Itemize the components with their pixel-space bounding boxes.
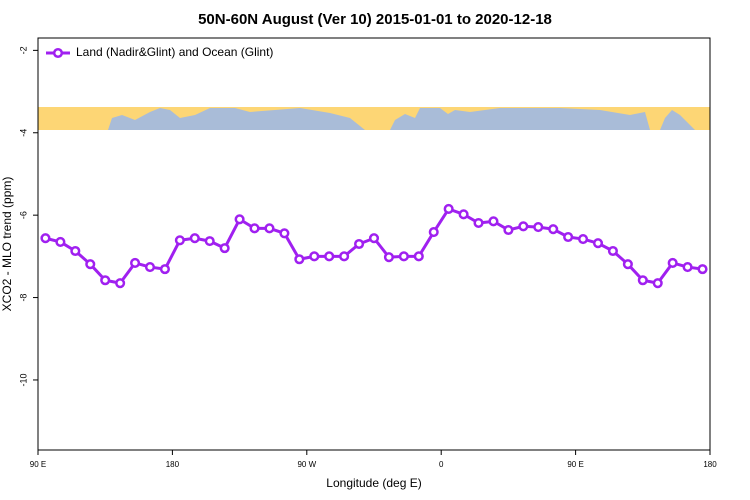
data-point <box>55 236 66 247</box>
map-strip <box>38 107 710 130</box>
data-point <box>368 233 380 244</box>
data-point <box>159 264 170 275</box>
data-point <box>85 259 96 270</box>
data-point <box>428 227 439 238</box>
data-point <box>592 238 604 249</box>
x-tick-label: 90 W <box>297 460 316 469</box>
data-point <box>294 254 305 265</box>
data-point <box>533 222 544 233</box>
data-point <box>40 233 51 244</box>
data-point <box>503 224 514 236</box>
data-point <box>488 216 499 227</box>
data-point <box>174 235 185 246</box>
x-tick-label: 180 <box>166 460 180 469</box>
data-point <box>309 251 320 262</box>
plot-frame <box>37 37 711 451</box>
x-axis-label: Longitude (deg E) <box>326 476 421 490</box>
data-point <box>115 278 126 289</box>
data-point <box>383 252 394 263</box>
data-point <box>324 251 335 262</box>
legend-label: Land (Nadir&Glint) and Ocean (Glint) <box>76 45 273 59</box>
data-point <box>130 257 141 269</box>
data-point <box>413 251 424 262</box>
data-point <box>458 209 469 220</box>
data-point <box>578 234 589 245</box>
data-point <box>264 223 275 234</box>
data-point <box>279 228 290 239</box>
data-point <box>607 245 618 257</box>
data-point <box>339 251 350 262</box>
data-point <box>622 259 633 270</box>
y-tick-label: -4 <box>18 129 28 137</box>
y-tick-label: -2 <box>18 46 28 54</box>
data-point <box>70 245 81 257</box>
x-tick-label: 90 E <box>567 460 583 469</box>
data-point <box>204 236 215 247</box>
data-point <box>548 224 559 235</box>
data-point <box>697 264 708 275</box>
data-point <box>443 203 454 215</box>
y-axis-label: XCO2 - MLO trend (ppm) <box>0 177 14 312</box>
data-point <box>652 278 663 289</box>
data-point <box>100 275 111 286</box>
legend-marker <box>52 47 64 59</box>
data-point <box>682 262 693 273</box>
data-point <box>563 231 574 243</box>
y-tick-label: -8 <box>18 294 28 302</box>
data-point <box>637 275 648 286</box>
data-point <box>144 262 156 273</box>
x-tick-label: 0 <box>439 460 444 469</box>
data-point <box>473 217 484 229</box>
data-point <box>354 238 365 250</box>
data-point <box>249 223 260 234</box>
y-tick-label: -10 <box>18 373 28 386</box>
data-point <box>219 243 230 254</box>
data-point <box>189 233 200 244</box>
x-tick-label: 90 E <box>30 460 46 469</box>
x-tick-label: 180 <box>703 460 717 469</box>
series-line <box>45 207 703 285</box>
y-tick-label: -6 <box>18 211 28 219</box>
data-point <box>518 221 529 232</box>
data-point <box>667 257 678 269</box>
data-point <box>234 214 245 225</box>
data-point <box>398 251 409 262</box>
chart-title: 50N-60N August (Ver 10) 2015-01-01 to 20… <box>198 11 552 28</box>
